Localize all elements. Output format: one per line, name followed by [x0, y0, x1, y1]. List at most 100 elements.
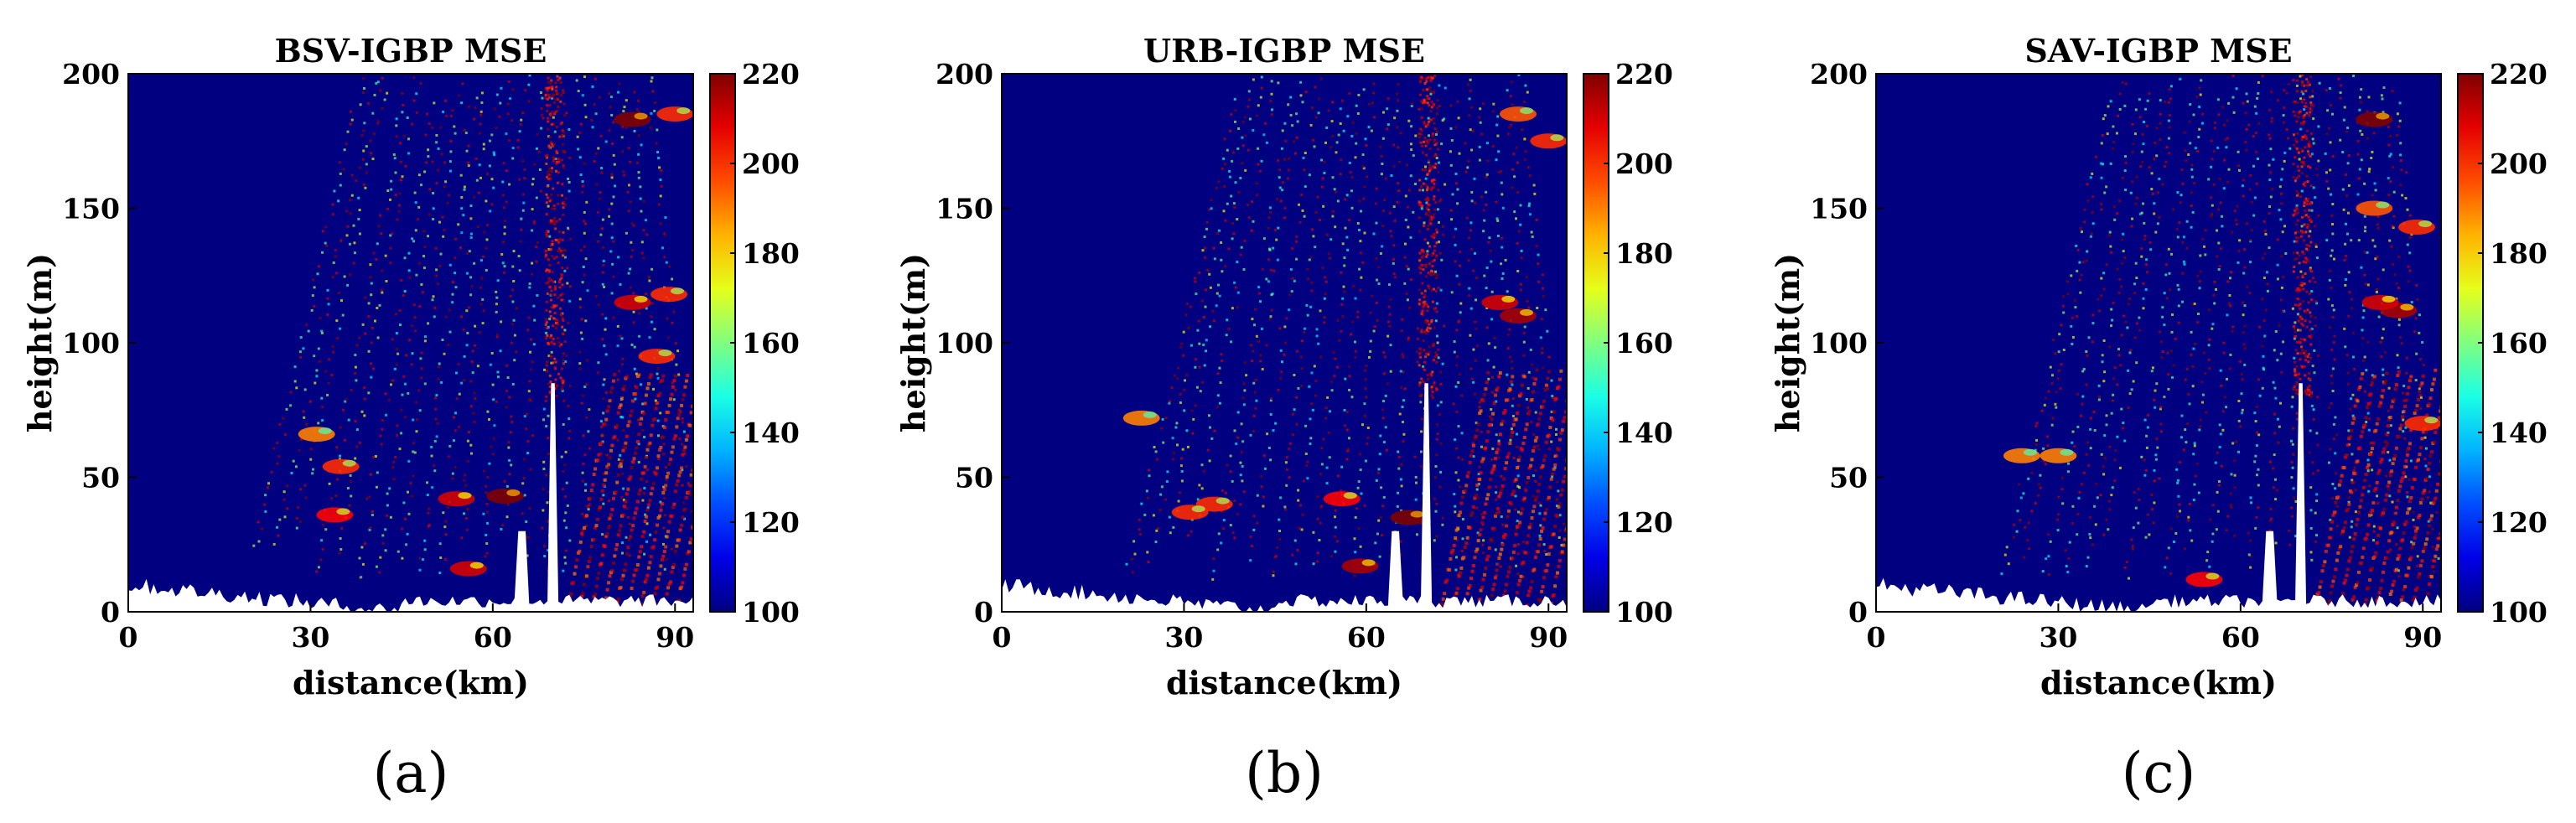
- speckle: [2293, 337, 2296, 340]
- speckle: [637, 111, 640, 114]
- speckle: [252, 544, 256, 547]
- speckle: [2170, 252, 2173, 256]
- speckle: [2295, 177, 2299, 180]
- speckle: [1200, 463, 1204, 467]
- speckle: [1176, 377, 1179, 380]
- speckle: [492, 151, 495, 154]
- speckle: [580, 531, 584, 536]
- speckle: [2242, 194, 2245, 198]
- speckle: [1221, 489, 1224, 493]
- speckle: [2312, 417, 2315, 421]
- speckle: [633, 129, 636, 132]
- speckle: [2196, 150, 2200, 153]
- speckle: [2102, 465, 2105, 468]
- speckle: [334, 494, 338, 497]
- speckle: [1210, 207, 1213, 210]
- speckle: [1335, 365, 1339, 369]
- speckle: [474, 344, 477, 347]
- speckle: [1378, 453, 1381, 456]
- speckle: [553, 382, 557, 385]
- speckle: [564, 197, 568, 200]
- speckle: [1220, 541, 1223, 545]
- speckle: [357, 217, 360, 220]
- speckle: [2242, 331, 2245, 334]
- speckle: [640, 477, 644, 481]
- speckle: [1484, 502, 1488, 506]
- speckle: [1281, 189, 1284, 192]
- speckle: [688, 423, 692, 427]
- speckle: [539, 189, 542, 193]
- speckle: [2192, 453, 2195, 456]
- speckle: [630, 587, 634, 590]
- speckle: [1169, 531, 1172, 535]
- speckle: [1231, 307, 1234, 310]
- speckle: [1490, 408, 1493, 411]
- speckle: [1418, 136, 1421, 139]
- speckle: [1259, 354, 1262, 357]
- speckle: [1327, 432, 1330, 434]
- speckle: [1345, 458, 1349, 461]
- speckle: [2062, 311, 2065, 314]
- speckle: [660, 379, 664, 382]
- speckle: [2241, 378, 2244, 381]
- speckle: [1412, 210, 1415, 214]
- speckle: [2121, 81, 2124, 85]
- speckle: [659, 222, 662, 225]
- speckle: [438, 264, 442, 267]
- speckle: [578, 156, 582, 159]
- speckle: [1454, 173, 1458, 175]
- speckle: [1547, 370, 1551, 374]
- speckle: [1419, 355, 1423, 359]
- speckle: [622, 568, 626, 572]
- speckle: [2237, 164, 2240, 168]
- speckle: [658, 448, 661, 452]
- speckle: [489, 139, 491, 142]
- speckle: [1545, 553, 1548, 556]
- speckle: [2179, 461, 2182, 463]
- speckle: [2312, 408, 2315, 412]
- data-hotspot-halo: [1343, 492, 1357, 499]
- speckle: [2255, 182, 2258, 185]
- speckle: [1530, 363, 1533, 366]
- speckle: [438, 542, 442, 546]
- speckle: [1431, 180, 1434, 184]
- speckle: [502, 162, 505, 165]
- speckle: [459, 173, 463, 177]
- speckle: [2333, 334, 2336, 338]
- speckle: [2158, 477, 2161, 480]
- speckle: [1381, 245, 1384, 248]
- speckle: [1175, 422, 1179, 425]
- speckle: [293, 365, 297, 369]
- speckle: [2299, 97, 2303, 101]
- speckle: [1420, 204, 1423, 208]
- speckle: [2316, 173, 2319, 177]
- speckle: [557, 241, 561, 244]
- speckle: [1392, 164, 1396, 168]
- speckle: [1422, 89, 1425, 92]
- speckle: [1526, 406, 1530, 409]
- speckle: [1511, 168, 1515, 171]
- speckle: [1314, 211, 1318, 214]
- speckle: [1550, 379, 1553, 382]
- speckle: [1495, 386, 1500, 390]
- speckle: [1327, 252, 1330, 256]
- speckle: [663, 256, 666, 259]
- speckle: [1231, 479, 1234, 483]
- speckle: [367, 302, 371, 305]
- speckle: [465, 272, 469, 275]
- speckle: [377, 225, 381, 228]
- speckle: [1480, 520, 1485, 525]
- speckle: [1348, 375, 1351, 378]
- speckle: [1243, 361, 1247, 365]
- speckle: [1489, 422, 1493, 427]
- speckle: [650, 486, 655, 490]
- speckle: [1433, 198, 1436, 201]
- speckle: [622, 170, 625, 173]
- speckle: [676, 349, 680, 353]
- speckle: [332, 261, 335, 264]
- speckle: [1532, 382, 1537, 386]
- speckle: [2137, 488, 2140, 491]
- speckle: [2329, 269, 2332, 272]
- speckle: [581, 512, 584, 515]
- speckle: [289, 404, 293, 407]
